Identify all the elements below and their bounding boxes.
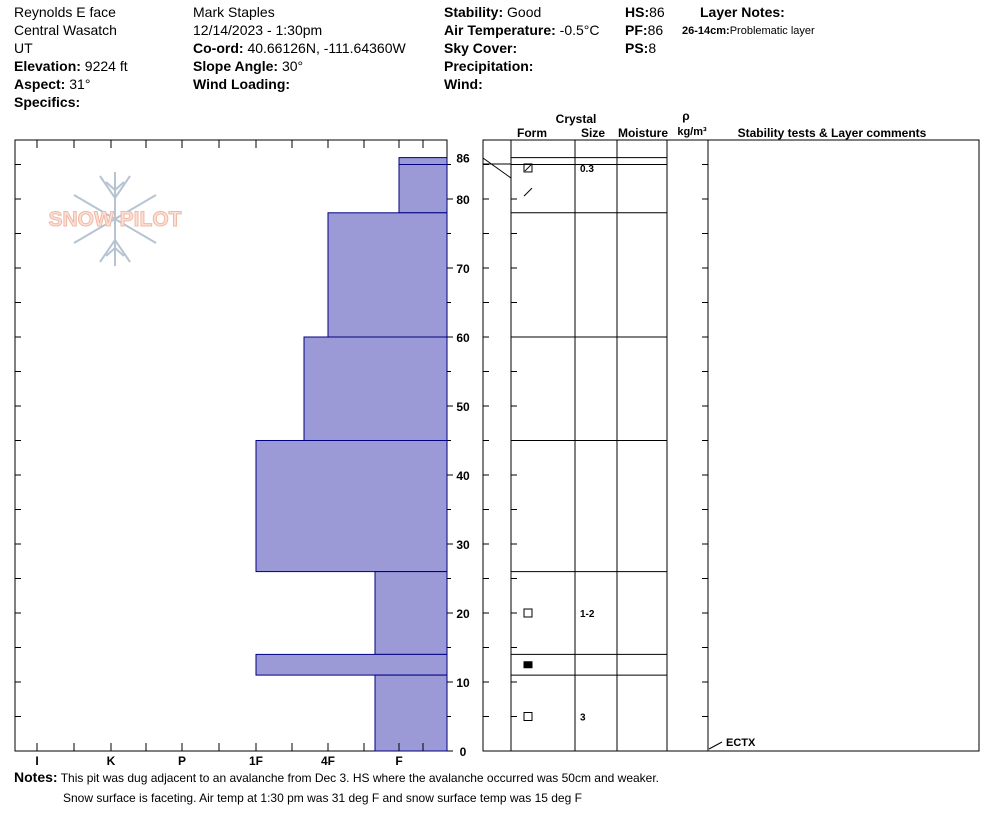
depth-label-80: 80: [456, 193, 470, 207]
hs-value: 86: [649, 4, 665, 20]
depth-label-10: 10: [456, 676, 470, 690]
stability-value: Good: [507, 4, 542, 20]
hardness-bar-0: [398, 157, 448, 166]
col-size-header: Size: [581, 126, 605, 140]
wind-loading-row: Wind Loading:: [193, 75, 290, 93]
hardness-label-F: F: [395, 754, 402, 768]
specifics-row: Specifics:: [14, 93, 80, 111]
hardness-label-4F: 4F: [321, 754, 335, 768]
hardness-label-K: K: [107, 754, 116, 768]
depth-label-40: 40: [456, 469, 470, 483]
stability-row: Stability: Good: [444, 3, 541, 21]
hardness-bar-5: [374, 571, 448, 655]
hardness-bar-7: [374, 674, 448, 752]
hardness-bar-1: [398, 164, 448, 214]
precip-label: Precipitation:: [444, 58, 534, 74]
aspect-row: Aspect: 31°: [14, 75, 90, 93]
col-form-header: Form: [517, 126, 547, 140]
slope-value: 30°: [281, 58, 304, 74]
hardness-bar-4: [255, 440, 448, 573]
observation-datetime: 12/14/2023 - 1:30pm: [193, 22, 323, 38]
col-moisture-header: Moisture: [618, 126, 668, 140]
crystal-form-0: [523, 163, 533, 173]
ps-value: 8: [648, 40, 657, 56]
ps-row: PS:8: [625, 39, 656, 57]
hs-label: HS:: [625, 4, 650, 20]
precip-row: Precipitation:: [444, 57, 533, 75]
test-pointer-0: [708, 741, 723, 750]
air-temp-value: -0.5°C: [559, 22, 600, 38]
slope-row: Slope Angle: 30°: [193, 57, 303, 75]
depth-label-86: 86: [456, 152, 470, 166]
aspect-label: Aspect:: [14, 76, 66, 92]
ps-label: PS:: [625, 40, 649, 56]
wind-row: Wind:: [444, 75, 483, 93]
hardness-bar-3: [303, 336, 448, 441]
wind-loading-label: Wind Loading:: [193, 76, 291, 92]
wind-label: Wind:: [444, 76, 483, 92]
crystal-form-1: [523, 187, 533, 197]
depth-label-60: 60: [456, 331, 470, 345]
depth-label-70: 70: [456, 262, 470, 276]
crystal-table-frame: [482, 139, 980, 752]
observer-name: Mark Staples: [193, 4, 275, 20]
col-crystal-header: Crystal: [556, 112, 597, 126]
depth-label-20: 20: [456, 607, 470, 621]
coord-value: 40.66126N, -111.64360W: [247, 40, 406, 56]
coord-row: Co-ord: 40.66126N, -111.64360W: [193, 39, 406, 57]
watermark-text: SNOW PILOT: [49, 208, 182, 231]
test-label-0: ECTX: [726, 737, 756, 749]
coord-label: Co-ord:: [193, 40, 244, 56]
pf-value: 86: [647, 22, 664, 38]
pf-row: PF:86: [625, 21, 663, 39]
air-temp-label: Air Temperature:: [444, 22, 556, 38]
elevation-row: Elevation: 9224 ft: [14, 57, 128, 75]
layer-note-row: 26-14cm:Problematic layer: [682, 22, 815, 40]
sky-row: Sky Cover:: [444, 39, 517, 57]
notes-line-1: This pit was dug adjacent to an avalanch…: [60, 771, 660, 785]
notes-line-2: Snow surface is faceting. Air temp at 1:…: [63, 791, 582, 805]
col-stability-header: Stability tests & Layer comments: [738, 126, 927, 140]
depth-label-0: 0: [460, 745, 467, 759]
specifics-label: Specifics:: [14, 94, 81, 110]
col-rho-header: ρ: [682, 109, 689, 123]
elevation-label: Elevation:: [14, 58, 81, 74]
hardness-label-P: P: [178, 754, 186, 768]
notes-label: Notes:: [14, 769, 58, 785]
crystal-form-3: [523, 661, 533, 669]
hardness-bar-2: [327, 212, 448, 338]
sky-label: Sky Cover:: [444, 40, 518, 56]
aspect-value: 31°: [69, 76, 91, 92]
air-temp-row: Air Temperature: -0.5°C: [444, 21, 600, 39]
layer-note-range: 26-14cm:: [682, 25, 730, 37]
hardness-bar-6: [255, 653, 448, 676]
slope-label: Slope Angle:: [193, 58, 279, 74]
state-name: UT: [14, 40, 33, 56]
notes-block: Notes: This pit was dug adjacent to an a…: [14, 767, 659, 808]
depth-label-50: 50: [456, 400, 470, 414]
hardness-label-1F: 1F: [249, 754, 263, 768]
layer-notes-label: Layer Notes:: [700, 4, 785, 20]
crystal-form-slash-0: [524, 164, 532, 172]
crystal-size-4: 3: [580, 713, 586, 724]
crystal-form-2: [523, 608, 533, 618]
pf-label: PF:: [625, 22, 648, 38]
depth-label-30: 30: [456, 538, 470, 552]
crystal-form-4: [523, 712, 533, 721]
location-name: Reynolds E face: [14, 4, 116, 20]
hs-row: HS:86: [625, 3, 665, 21]
snowpilot-watermark: SNOW PILOT: [48, 172, 182, 266]
hardness-label-I: I: [35, 754, 38, 768]
elevation-value: 9224 ft: [84, 58, 128, 74]
crystal-size-0: 0.3: [580, 164, 594, 175]
layer-note-text: Problematic layer: [729, 25, 815, 37]
crystal-size-2: 1-2: [580, 609, 595, 620]
surface-connector: [482, 157, 512, 179]
range-name: Central Wasatch: [14, 22, 117, 38]
snowflake-icon: [73, 172, 157, 266]
stability-label: Stability:: [444, 4, 504, 20]
col-density-header: kg/m³: [677, 126, 707, 138]
